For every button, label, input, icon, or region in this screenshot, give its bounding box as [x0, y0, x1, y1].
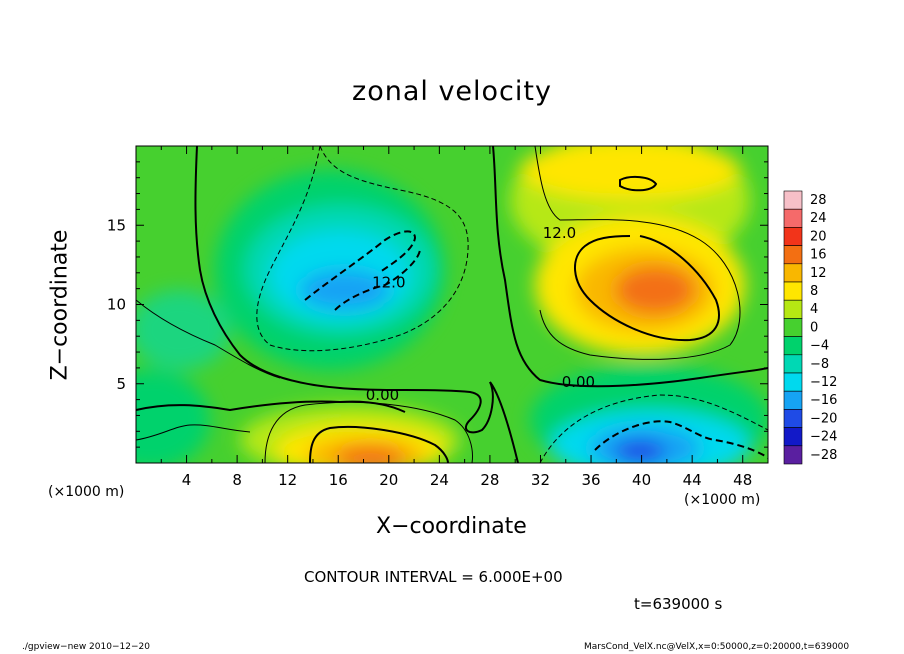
colorbar-swatch	[783, 245, 803, 265]
colorbar-label: −4	[810, 339, 829, 354]
colorbar-swatch	[783, 409, 803, 428]
colorbar-label: 0	[810, 320, 818, 335]
colorbar-swatch	[783, 336, 803, 356]
zero-contour-left	[194, 146, 494, 434]
x-axis-unit: (×1000 m)	[684, 492, 761, 508]
minus-twelve-contour-lower	[594, 420, 768, 459]
y-tick-label: 5	[116, 375, 126, 393]
thin-contour-left	[136, 299, 281, 379]
colorbar-label: 4	[810, 302, 818, 317]
x-tick-label: 24	[430, 471, 449, 489]
colorbar-swatch	[783, 227, 803, 246]
footer-left: ./gpview−new 2010−12−20	[22, 642, 150, 652]
x-tick-label: 32	[531, 471, 550, 489]
colorbar: 28 24 20 16 12 8 4 0 −4 −8 −12 −16 −20 −24 −28	[783, 190, 837, 465]
plus-twelve-contour-upper	[573, 235, 720, 342]
y-tick-label: 15	[107, 216, 126, 234]
x-tick-label: 36	[581, 471, 600, 489]
x-tick-label: 16	[329, 471, 348, 489]
x-axis-ticks: 4 8 12 16 20 24 28 32 36 40 44 48	[160, 146, 752, 489]
velocity-field	[136, 146, 768, 463]
contour-label-group	[600, 224, 638, 242]
contour-label: 12.0	[543, 224, 576, 242]
colorbar-label: 12	[810, 266, 827, 281]
colorbar-label: −20	[810, 411, 837, 426]
y-axis-ticks: 5 10 15	[107, 161, 768, 448]
contour-label: 0.00	[562, 373, 595, 391]
colorbar-swatch	[783, 281, 803, 301]
x-tick-label: 44	[683, 471, 702, 489]
colorbar-label: −24	[810, 430, 837, 445]
time-label: t=639000 s	[634, 595, 723, 613]
thin-contour-lower-left	[136, 424, 251, 441]
x-tick-label: 28	[480, 471, 499, 489]
zero-contour-right	[492, 146, 768, 388]
minus-twelve-contour-inner	[334, 249, 421, 311]
x-tick-label: 20	[379, 471, 398, 489]
colorbar-swatch	[783, 208, 803, 228]
contour-labels: 12.0 12.0 0.00 0.00	[366, 224, 595, 404]
colorbar-swatch	[783, 299, 803, 319]
colorbar-swatch	[783, 390, 803, 410]
colorbar-label: 24	[810, 211, 827, 226]
minus-six-contour-bottom-right	[539, 394, 768, 463]
colorbar-label: 8	[810, 284, 818, 299]
y-tick-label: 10	[107, 296, 126, 314]
contour-lines	[136, 146, 768, 463]
plus-twelve-contour-lower	[309, 425, 449, 463]
plus-twelve-contour-small	[619, 175, 658, 192]
x-axis-label: X−coordinate	[376, 514, 527, 539]
x-tick-label: 12	[278, 471, 297, 489]
contour-label: 12.0	[372, 273, 405, 291]
contour-label: 0.00	[366, 386, 399, 404]
y-axis-unit: (×1000 m)	[48, 484, 125, 500]
colorbar-swatch	[783, 190, 803, 210]
contour-interval-note: CONTOUR INTERVAL = 6.000E+00	[304, 568, 563, 586]
x-tick-label: 4	[182, 471, 192, 489]
colorbar-label: −12	[810, 375, 837, 390]
colorbar-label: 28	[810, 193, 827, 208]
chart-title: zonal velocity	[352, 76, 552, 107]
colorbar-swatch	[783, 354, 803, 374]
colorbar-swatch	[783, 372, 803, 392]
colorbar-label: −8	[810, 357, 829, 372]
colorbar-swatch	[783, 445, 803, 465]
footer-right: MarsCond_VelX.nc@VelX,x=0:50000,z=0:2000…	[584, 642, 850, 652]
colorbar-label: 16	[810, 248, 827, 263]
x-tick-label: 40	[632, 471, 651, 489]
plus-six-contour-right	[534, 146, 741, 360]
colorbar-swatch	[783, 263, 803, 283]
x-tick-label: 8	[232, 471, 242, 489]
colorbar-label: 20	[810, 229, 827, 244]
minus-six-contour-upper	[256, 146, 469, 352]
x-tick-label: 48	[733, 471, 752, 489]
colorbar-swatch	[783, 318, 803, 337]
minus-twelve-contour-upper	[304, 230, 417, 301]
plus-six-contour-bottom	[264, 401, 473, 463]
colorbar-label: −16	[810, 393, 837, 408]
colorbar-label: −28	[810, 448, 837, 463]
colorbar-swatch	[783, 427, 803, 447]
